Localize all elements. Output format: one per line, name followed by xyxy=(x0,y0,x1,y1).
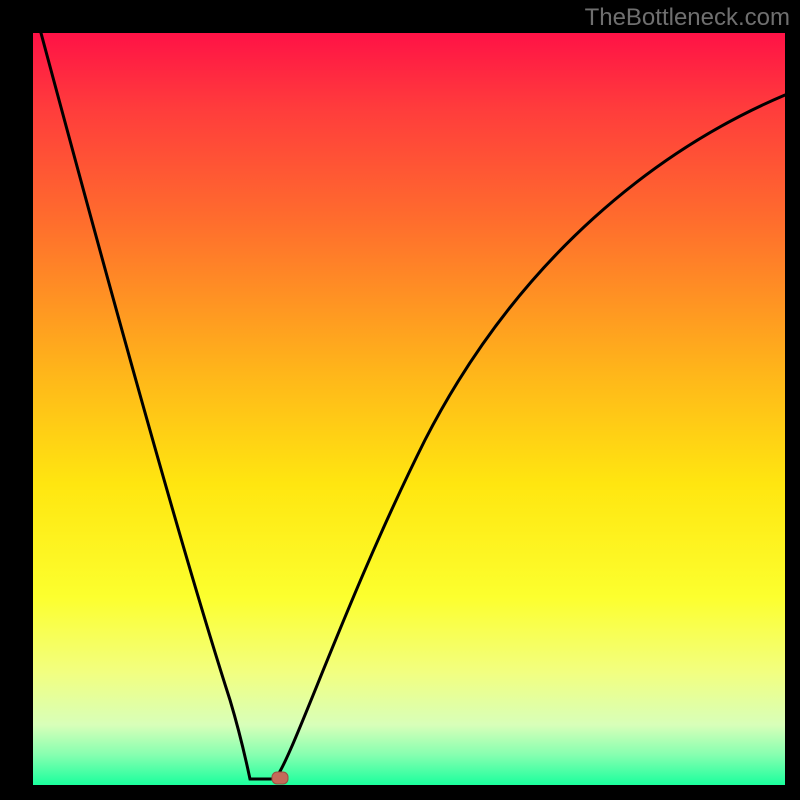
chart-container: { "watermark": { "text": "TheBottleneck.… xyxy=(0,0,800,800)
watermark-text: TheBottleneck.com xyxy=(585,4,790,32)
plot-gradient-background xyxy=(33,33,785,785)
